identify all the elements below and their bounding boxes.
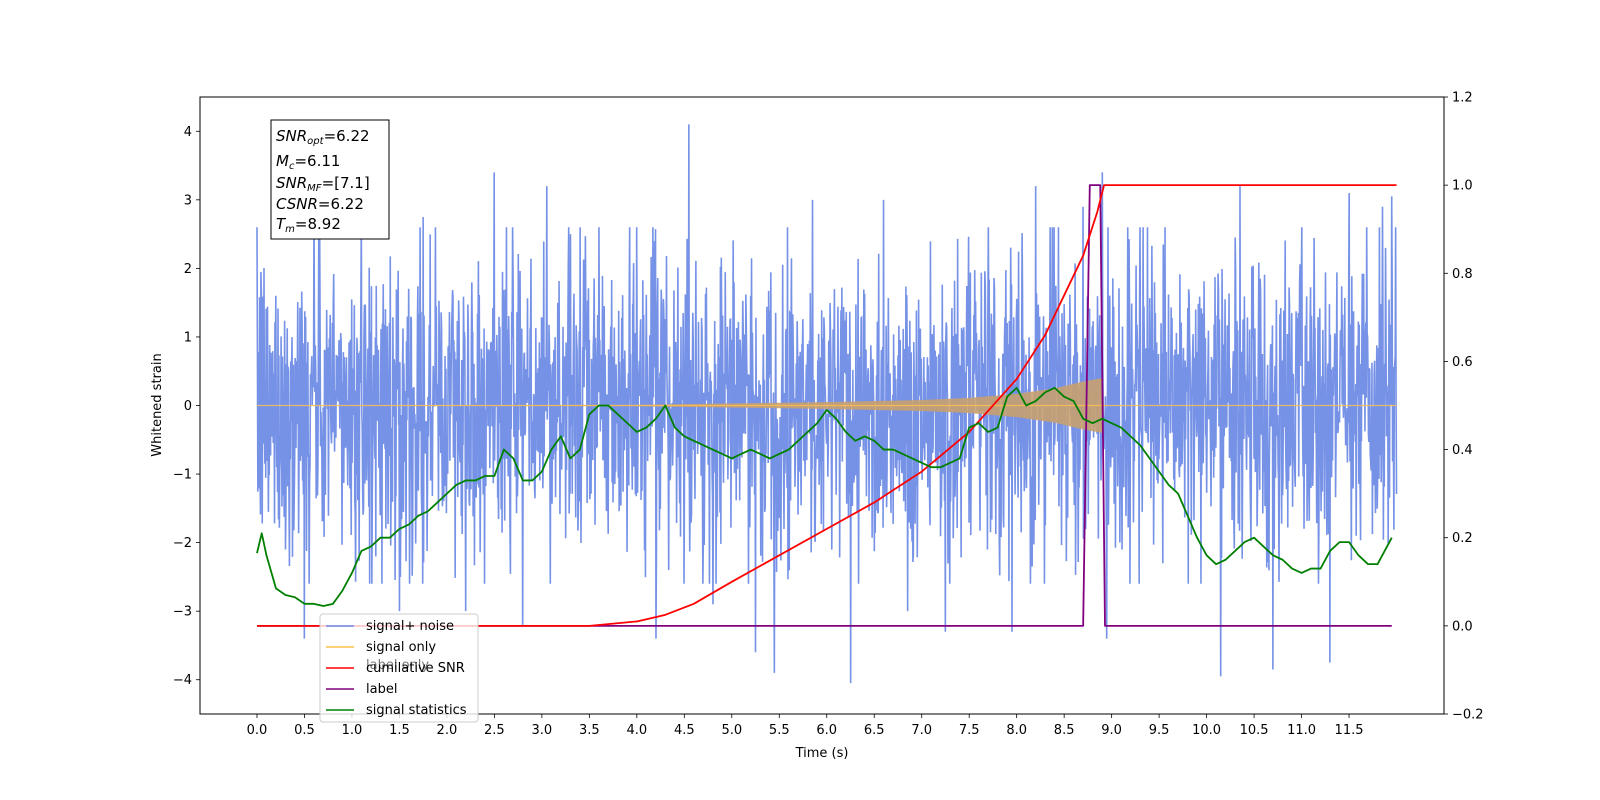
- y-tick-label: 3: [184, 193, 192, 208]
- annotation-mc: Mc=6.11: [276, 152, 340, 172]
- signal-plus-noise-line: [256, 124, 1398, 684]
- x-tick-label: 0.5: [294, 723, 315, 738]
- annotation-mc-sub: c: [289, 161, 295, 172]
- annotation-snr-mf-value: =[7.1]: [322, 174, 370, 192]
- legend-label-signal: signal only: [366, 640, 436, 655]
- annotation-mc-main: M: [276, 152, 289, 170]
- legend-label-stats: signal statistics: [366, 703, 467, 718]
- x-tick-label: 2.5: [484, 723, 505, 738]
- annotation-frame: [270, 119, 390, 240]
- label-line: [256, 184, 1392, 627]
- y-tick-label: −2: [173, 536, 192, 551]
- y2-tick-label: 0.6: [1452, 355, 1473, 370]
- annotation-snr-mf-main: SNR: [276, 174, 307, 192]
- annotation-tm-value: =8.92: [295, 215, 341, 233]
- annotation-mc-value: =6.11: [294, 152, 340, 170]
- y2-tick-label: 0.4: [1452, 443, 1473, 458]
- y2-axis-ticks: 1.2 1.0 0.8 0.6 0.4 0.2 0.0 −0.2: [1444, 91, 1484, 723]
- legend: label only signal+ noise signal only cum…: [319, 613, 479, 723]
- x-tick-label: 4.0: [626, 723, 647, 738]
- signal-statistics-line: [256, 386, 1393, 607]
- x-tick-label: 8.0: [1006, 723, 1027, 738]
- y2-tick-label: 1.2: [1452, 91, 1473, 106]
- annotation-tm-main: T: [276, 215, 287, 233]
- y-tick-label: 2: [184, 262, 192, 277]
- y-tick-label: 0: [184, 399, 192, 414]
- signal-plus-noise-series: [256, 124, 1398, 684]
- x-tick-label: 9.5: [1149, 723, 1170, 738]
- signal-only-series: [256, 378, 1397, 433]
- annotation-csnr-main: CSNR: [276, 195, 318, 213]
- y2-tick-label: −0.2: [1452, 708, 1484, 723]
- x-tick-label: 3.0: [532, 723, 553, 738]
- x-tick-label: 10.0: [1192, 723, 1221, 738]
- x-tick-label: 3.5: [579, 723, 600, 738]
- x-tick-label: 0.0: [247, 723, 268, 738]
- annotation-tm: Tm=8.92: [276, 215, 341, 235]
- y-tick-label: 4: [184, 125, 192, 140]
- y2-tick-label: 0.0: [1452, 619, 1473, 634]
- legend-label-csnr: cumilative SNR: [366, 661, 465, 676]
- x-tick-label: 11.0: [1287, 723, 1316, 738]
- plot-area: [256, 124, 1398, 684]
- y2-tick-label: 1.0: [1452, 179, 1473, 194]
- y-axis-ticks: 4 3 2 1 0 −1 −2 −3 −4: [173, 125, 200, 688]
- x-tick-label: 2.0: [437, 723, 458, 738]
- x-tick-label: 5.0: [721, 723, 742, 738]
- annotation-snr-opt-sub: opt: [307, 136, 324, 147]
- x-axis-label: Time (s): [795, 746, 849, 761]
- annotation-snr-opt-value: =6.22: [324, 127, 370, 145]
- y-tick-label: −4: [173, 673, 192, 688]
- annotation-box: SNRopt=6.22 Mc=6.11 SNRMF=[7.1] CSNR=6.2…: [270, 119, 390, 240]
- x-tick-label: 10.5: [1240, 723, 1269, 738]
- x-axis-ticks: 0.0 0.5 1.0 1.5 2.0 2.5 3.0 3.5 4.0 4.5 5.0 5.5 6.0 6…: [247, 714, 1364, 738]
- legend-frame: [319, 613, 479, 723]
- annotation-snr-mf: SNRMF=[7.1]: [276, 174, 370, 194]
- x-tick-label: 7.5: [959, 723, 980, 738]
- y-tick-label: −3: [173, 605, 192, 620]
- x-tick-label: 6.5: [864, 723, 885, 738]
- legend-label-noise: signal+ noise: [366, 619, 454, 634]
- x-tick-label: 5.5: [769, 723, 790, 738]
- annotation-csnr-value: =6.22: [318, 195, 364, 213]
- x-tick-label: 1.5: [389, 723, 410, 738]
- x-tick-label: 11.5: [1335, 723, 1364, 738]
- x-tick-label: 7.0: [911, 723, 932, 738]
- cumulative-snr-line: [256, 184, 1397, 627]
- right-axis-series: [256, 184, 1397, 627]
- y2-tick-label: 0.8: [1452, 267, 1473, 282]
- x-tick-label: 8.5: [1054, 723, 1075, 738]
- x-tick-label: 6.0: [816, 723, 837, 738]
- annotation-snr-mf-sub: MF: [307, 183, 322, 194]
- x-tick-label: 9.0: [1101, 723, 1122, 738]
- legend-hidden-entry: label only: [366, 658, 429, 673]
- y2-tick-label: 0.2: [1452, 531, 1473, 546]
- y-tick-label: 1: [184, 330, 192, 345]
- legend-label-label: label: [366, 682, 397, 697]
- y-tick-label: −1: [173, 468, 192, 483]
- annotation-tm-sub: m: [285, 224, 295, 235]
- annotation-csnr: CSNR=6.22: [276, 195, 364, 213]
- annotation-snr-opt: SNRopt=6.22: [276, 127, 370, 147]
- x-tick-label: 1.0: [342, 723, 363, 738]
- annotation-snr-opt-main: SNR: [276, 127, 307, 145]
- y-axis-label: Whitened strain: [150, 353, 165, 456]
- x-tick-label: 4.5: [674, 723, 695, 738]
